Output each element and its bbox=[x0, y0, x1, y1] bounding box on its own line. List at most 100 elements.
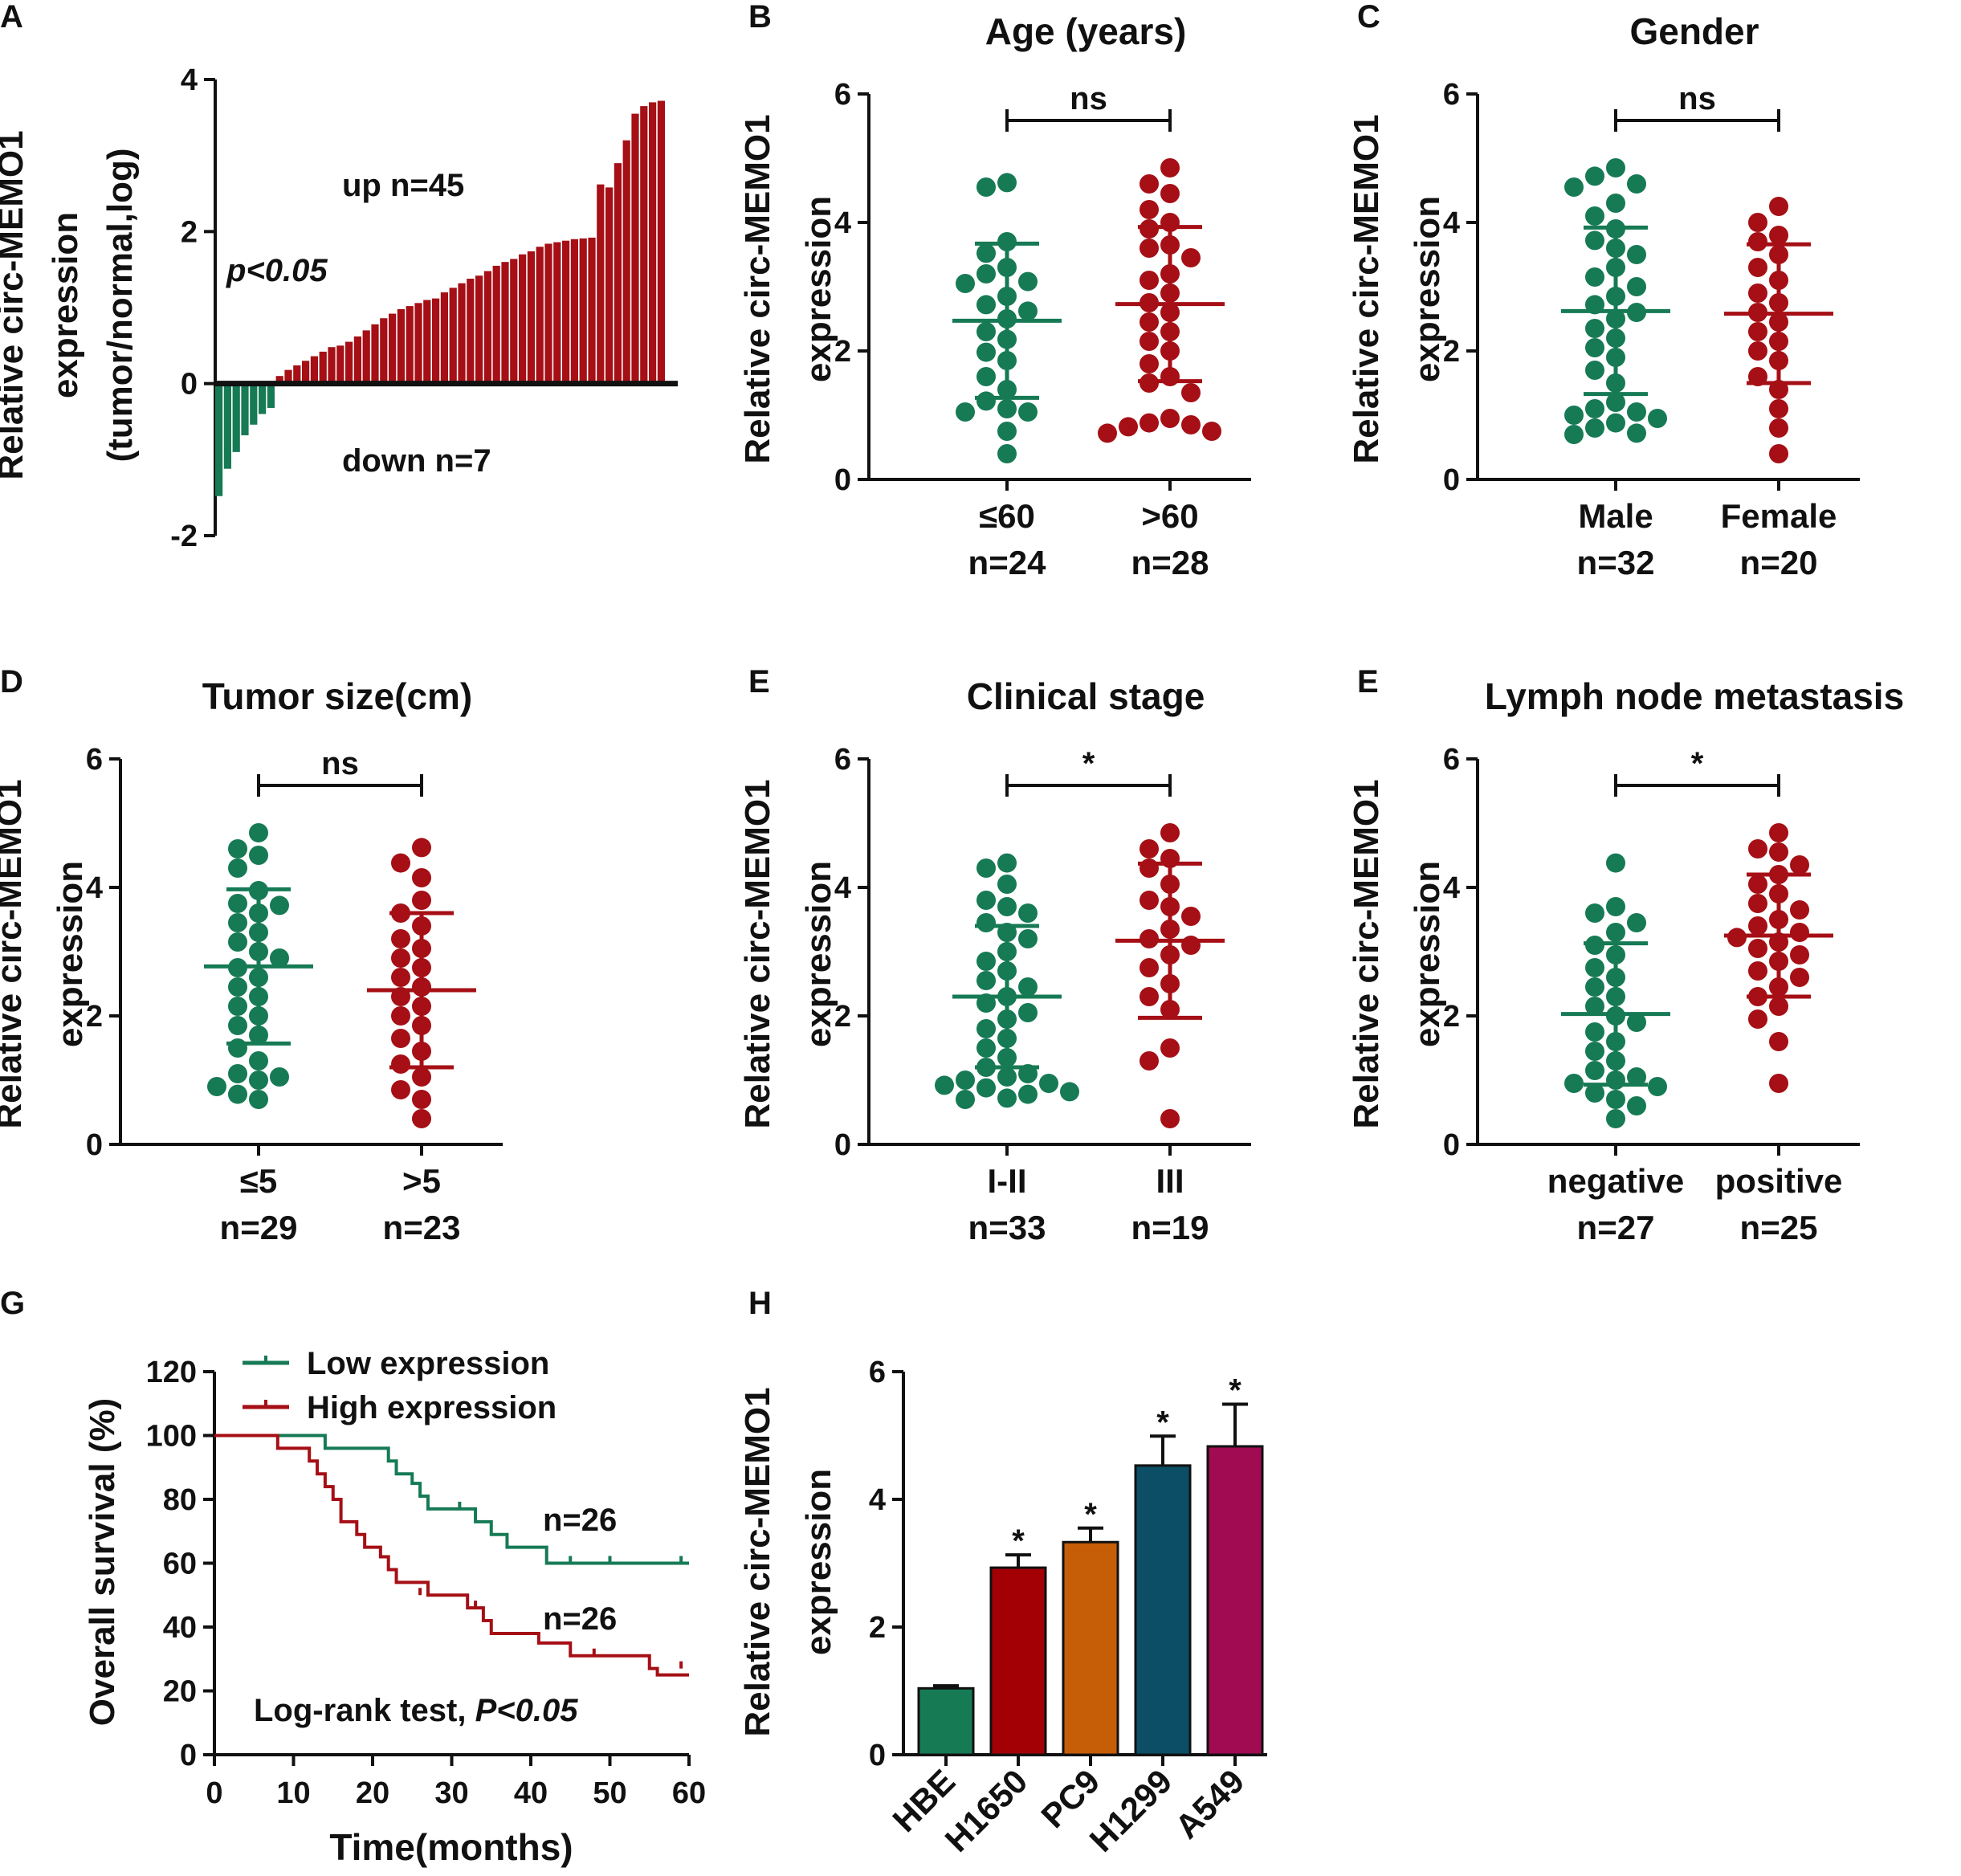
data-point bbox=[1769, 842, 1788, 862]
waterfall-bar bbox=[458, 283, 466, 384]
data-point bbox=[228, 977, 247, 997]
waterfall-bar bbox=[449, 288, 457, 384]
y-tick-label: 0 bbox=[86, 1128, 103, 1162]
x-tick-label: 30 bbox=[434, 1776, 468, 1810]
x-tick-label: 0 bbox=[206, 1776, 222, 1810]
data-point bbox=[412, 1109, 431, 1128]
data-point bbox=[1585, 267, 1604, 287]
y-tick-label: 80 bbox=[163, 1483, 197, 1517]
data-point bbox=[976, 264, 996, 283]
data-point bbox=[1018, 1084, 1038, 1104]
waterfall-bar bbox=[328, 347, 336, 384]
data-point bbox=[1140, 413, 1159, 433]
data-point bbox=[997, 444, 1017, 463]
waterfall-bar bbox=[544, 243, 552, 384]
data-point bbox=[228, 858, 247, 878]
data-point bbox=[228, 1038, 247, 1058]
waterfall-bar bbox=[467, 279, 475, 384]
chart-title: Age (years) bbox=[985, 10, 1187, 52]
y-tick-label: 0 bbox=[834, 1128, 851, 1162]
data-point bbox=[997, 1067, 1017, 1087]
data-point bbox=[997, 1088, 1017, 1108]
data-point bbox=[935, 1075, 954, 1095]
group-label: ≤60 bbox=[979, 497, 1035, 535]
waterfall-bar bbox=[492, 265, 500, 384]
waterfall-bar bbox=[605, 187, 614, 384]
waterfall-bar bbox=[475, 275, 483, 384]
data-point bbox=[1606, 1109, 1625, 1128]
data-point bbox=[997, 875, 1017, 894]
data-point bbox=[1160, 184, 1180, 203]
y-axis-label: expression bbox=[799, 196, 838, 382]
data-point bbox=[976, 952, 996, 971]
waterfall-bar bbox=[353, 336, 361, 384]
y-tick-label: 40 bbox=[163, 1611, 197, 1645]
data-point bbox=[412, 838, 431, 858]
waterfall-bar bbox=[597, 184, 605, 384]
data-point bbox=[1627, 913, 1646, 932]
data-point bbox=[1585, 997, 1604, 1016]
survival-curve-high bbox=[214, 1434, 689, 1677]
data-point bbox=[1585, 1061, 1604, 1080]
data-point bbox=[1769, 226, 1788, 245]
data-point bbox=[1606, 413, 1625, 433]
waterfall-bar bbox=[293, 365, 301, 384]
data-point bbox=[1748, 322, 1767, 341]
data-point bbox=[1181, 907, 1201, 926]
data-point bbox=[1018, 977, 1038, 997]
data-point bbox=[1140, 312, 1159, 332]
data-point bbox=[976, 971, 996, 990]
data-point bbox=[1585, 399, 1604, 418]
significance-label: * bbox=[1691, 746, 1704, 781]
waterfall-bar bbox=[259, 383, 267, 414]
waterfall-bar bbox=[570, 239, 578, 384]
data-point bbox=[1181, 383, 1201, 402]
waterfall-bar bbox=[345, 341, 353, 384]
data-point bbox=[1790, 900, 1809, 920]
y-tick-label: 6 bbox=[1443, 78, 1460, 112]
waterfall-bar bbox=[389, 313, 397, 384]
y-tick-label: 2 bbox=[1443, 1000, 1460, 1034]
y-tick-label: 4 bbox=[181, 63, 198, 97]
data-point bbox=[976, 913, 996, 932]
data-point bbox=[1769, 1074, 1788, 1093]
data-point bbox=[997, 422, 1017, 441]
group-label: Male bbox=[1578, 497, 1653, 535]
significance-star: * bbox=[1084, 1497, 1097, 1532]
waterfall-bar bbox=[423, 300, 431, 384]
x-tick-label: 60 bbox=[672, 1776, 706, 1810]
data-point bbox=[1748, 232, 1767, 251]
data-point bbox=[1140, 891, 1159, 910]
data-point bbox=[1627, 1096, 1646, 1115]
data-point bbox=[1748, 875, 1767, 894]
panel-e-clinical-stage-scatter: E Clinical stage 0 2 4 6 Relative circ-MEMO1 ex… bbox=[738, 664, 1251, 1246]
data-point bbox=[228, 997, 247, 1016]
y-axis-label: expression bbox=[799, 861, 838, 1047]
y-tick-label: 2 bbox=[1443, 335, 1460, 369]
x-category-label: H1299 bbox=[1082, 1762, 1180, 1859]
data-point bbox=[1564, 177, 1584, 197]
data-point bbox=[1140, 987, 1159, 1006]
data-point bbox=[1648, 1077, 1667, 1096]
up-count-annotation: up n=45 bbox=[342, 168, 464, 203]
data-point bbox=[956, 402, 975, 422]
waterfall-bar bbox=[371, 324, 379, 384]
data-point bbox=[976, 1038, 996, 1058]
waterfall-bar bbox=[657, 100, 665, 384]
data-point bbox=[1627, 174, 1646, 194]
y-axis-label: (tumor/normal,log) bbox=[100, 148, 140, 462]
waterfall-bar bbox=[432, 298, 440, 384]
data-point bbox=[228, 932, 247, 952]
data-point bbox=[1606, 897, 1625, 916]
data-point bbox=[1627, 1013, 1646, 1032]
data-point bbox=[1140, 1051, 1159, 1071]
data-point bbox=[1018, 301, 1038, 321]
significance-label: * bbox=[1082, 746, 1095, 781]
y-tick-label: 0 bbox=[834, 463, 851, 497]
data-point bbox=[956, 1090, 975, 1109]
data-point bbox=[976, 391, 996, 411]
data-point bbox=[1060, 1082, 1079, 1102]
panel-a-waterfall: A -2 0 2 4 Relative circ-MEMO1 expression (tumo… bbox=[0, 0, 678, 553]
bar-h1650 bbox=[989, 1566, 1047, 1756]
